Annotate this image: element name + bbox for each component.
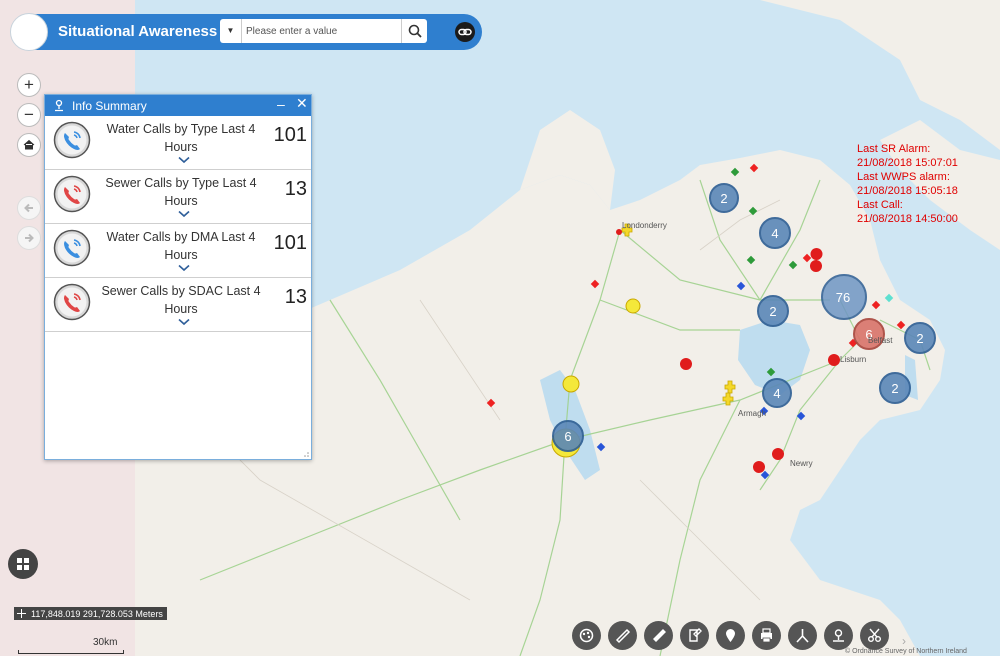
cluster-label: 2	[720, 191, 727, 206]
chevron-down-icon[interactable]	[178, 156, 190, 164]
toolbar-next-arrow[interactable]: ›	[902, 634, 906, 648]
attribution: © Ordnance Survey of Northern Ireland	[845, 648, 967, 655]
previous-extent-button[interactable]	[17, 196, 41, 220]
measure-tool-button[interactable]	[608, 621, 637, 650]
search-input[interactable]	[246, 19, 396, 43]
chevron-down-icon[interactable]	[178, 264, 190, 272]
chevron-down-icon[interactable]	[178, 210, 190, 218]
sr-alarm-label: Last SR Alarm:	[857, 143, 931, 155]
draw-icon	[653, 629, 666, 642]
sewer-phone-icon	[53, 283, 91, 321]
water-phone-icon	[53, 229, 91, 267]
row-label: Water Calls by DMA Last 4 Hours	[106, 230, 256, 262]
share-link-button[interactable]	[455, 22, 475, 42]
arrow-right-icon	[25, 233, 34, 243]
row-count: 101	[273, 232, 307, 254]
coordinate-readout: 117,848.019 291,728.053 Meters	[14, 607, 167, 620]
cluster-label: 2	[769, 304, 776, 319]
palette-tool-button[interactable]	[572, 621, 601, 650]
search-box: ▼	[220, 19, 427, 43]
summary-row[interactable]: Water Calls by Type Last 4 Hours 101	[45, 116, 311, 170]
edit-icon	[689, 628, 702, 642]
last-call-time: 21/08/2018 14:50:00	[857, 213, 958, 225]
panel-title: Info Summary	[72, 99, 147, 113]
place-label: Armagh	[738, 409, 766, 418]
panel-header[interactable]: Info Summary – ✕	[45, 95, 311, 116]
crosshair-icon[interactable]	[17, 609, 26, 618]
app-title: Situational Awareness	[58, 23, 218, 40]
info-pin-icon	[55, 99, 63, 112]
palette-icon	[579, 628, 594, 643]
directions-icon	[796, 629, 809, 643]
wwps-alarm-label: Last WWPS alarm:	[857, 171, 950, 183]
home-button[interactable]	[17, 133, 41, 157]
sr-alarm-time: 21/08/2018 15:07:01	[857, 157, 958, 169]
minimize-button[interactable]: –	[277, 96, 285, 112]
next-extent-button[interactable]	[17, 226, 41, 250]
row-count: 13	[284, 178, 307, 200]
place-label: Lisburn	[840, 355, 866, 364]
cluster-label: 4	[773, 386, 780, 401]
place-label: Newry	[790, 459, 813, 468]
info-summary-panel: Info Summary – ✕ Water Calls by Type Las…	[44, 94, 312, 460]
scissors-icon	[868, 628, 881, 642]
sewer-phone-icon	[53, 175, 91, 213]
last-call-label: Last Call:	[857, 199, 903, 211]
chevron-down-icon[interactable]	[178, 318, 190, 326]
search-button[interactable]	[401, 19, 427, 43]
search-source-dropdown[interactable]: ▼	[220, 19, 242, 43]
arrow-left-icon	[24, 203, 33, 213]
cluster-label: 6	[564, 429, 571, 444]
summary-row[interactable]: Sewer Calls by Type Last 4 Hours 13	[45, 170, 311, 224]
scale-bar	[18, 650, 124, 654]
cluster-label: 4	[771, 226, 778, 241]
cluster-label: 6	[865, 327, 872, 342]
wwps-alarm-time: 21/08/2018 15:05:18	[857, 185, 958, 197]
home-icon	[23, 139, 35, 150]
app-logo[interactable]	[10, 13, 48, 51]
row-count: 101	[273, 124, 307, 146]
search-icon	[408, 24, 422, 38]
place-label: Londonderry	[622, 221, 667, 230]
cluster-label: 76	[836, 290, 850, 305]
row-count: 13	[284, 286, 307, 308]
zoom-in-button[interactable]: +	[17, 73, 41, 97]
marker-tool-button[interactable]	[716, 621, 745, 650]
print-icon	[761, 628, 772, 643]
link-icon	[458, 28, 472, 36]
place-label: Belfast	[868, 336, 893, 345]
row-label: Water Calls by Type Last 4 Hours	[106, 122, 256, 154]
summary-row[interactable]: Sewer Calls by SDAC Last 4 Hours 13	[45, 278, 311, 332]
marker-icon	[726, 629, 735, 642]
coordinate-text: 117,848.019 291,728.053 Meters	[31, 609, 163, 619]
scissors-tool-button[interactable]	[860, 621, 889, 650]
widget-menu-button[interactable]	[8, 549, 38, 579]
measure-icon	[615, 628, 631, 644]
print-tool-button[interactable]	[752, 621, 781, 650]
row-label: Sewer Calls by Type Last 4 Hours	[105, 176, 257, 208]
cluster-label: 2	[891, 381, 898, 396]
water-phone-icon	[53, 121, 91, 159]
draw-tool-button[interactable]	[644, 621, 673, 650]
locate-tool-button[interactable]	[824, 621, 853, 650]
close-button[interactable]: ✕	[296, 95, 308, 111]
scale-label: 30km	[93, 637, 118, 648]
edit-tool-button[interactable]	[680, 621, 709, 650]
summary-row[interactable]: Water Calls by DMA Last 4 Hours 101	[45, 224, 311, 278]
cluster-label: 2	[916, 331, 923, 346]
alarm-status: Last SR Alarm: 21/08/2018 15:07:01 Last …	[857, 142, 958, 226]
zoom-out-button[interactable]: −	[17, 103, 41, 127]
locate-icon	[833, 629, 844, 642]
directions-tool-button[interactable]	[788, 621, 817, 650]
grid-icon	[17, 558, 29, 570]
resize-handle[interactable]	[303, 451, 309, 457]
row-label: Sewer Calls by SDAC Last 4 Hours	[101, 284, 261, 316]
